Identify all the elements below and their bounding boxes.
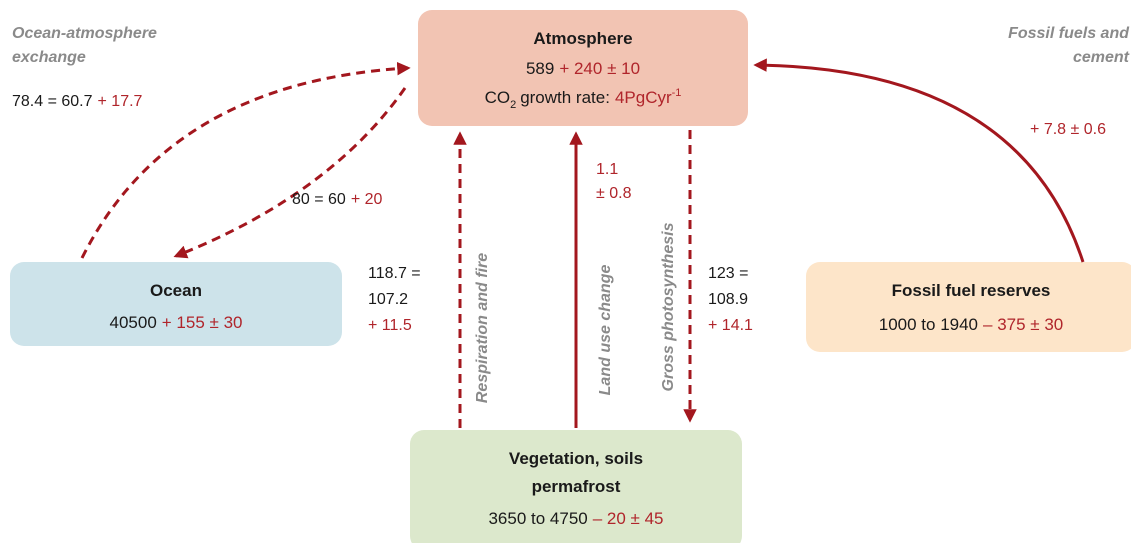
growth-rate: CO2 growth rate: 4PgCyr-1 [485, 87, 682, 111]
flow-label: cement [1073, 49, 1130, 66]
stock: 3650 to 4750 [488, 509, 587, 528]
flow-total: 107.2 [368, 291, 408, 308]
node-stock: 1000 to 1940 – 375 ± 30 [879, 315, 1064, 334]
change: + 155 ± 30 [162, 313, 243, 332]
flow-total: 118.7 = [368, 265, 421, 282]
subscript: 2 [510, 99, 516, 111]
flow-label: Respiration and fire [474, 253, 491, 403]
vegetation-box [410, 430, 742, 543]
node-title: Atmosphere [533, 29, 632, 48]
superscript: -1 [672, 87, 682, 99]
growth-value: 4PgCyr [615, 88, 672, 107]
total: 80 = 60 [292, 191, 346, 208]
flow-label: exchange [12, 49, 86, 66]
stock: 1000 to 1940 [879, 315, 978, 334]
change: + 20 [351, 191, 383, 208]
flow-change: 1.1 [596, 161, 618, 178]
flow-label: Ocean-atmosphere [12, 25, 157, 42]
total: 78.4 = 60.7 [12, 93, 93, 110]
flow-change: + 14.1 [708, 317, 753, 334]
node-stock: 3650 to 4750 – 20 ± 45 [488, 509, 663, 528]
flow-label: Land use change [597, 265, 614, 396]
change: – 375 ± 30 [983, 315, 1063, 334]
growth-text: growth rate: [520, 88, 610, 107]
flow-label: Gross photosynthesis [660, 222, 677, 391]
atmosphere-box [418, 10, 748, 126]
flow-label: Fossil fuels and [1008, 25, 1130, 42]
node-title: Fossil fuel reserves [892, 281, 1051, 300]
flow-total: 123 = [708, 265, 748, 282]
flow-value: 80 = 60 + 20 [292, 191, 383, 208]
node-title: Ocean [150, 281, 202, 300]
arrow-atmosphere-to-ocean [173, 87, 407, 259]
flow-value: 78.4 = 60.7 + 17.7 [12, 93, 143, 110]
change: + 17.7 [98, 93, 143, 110]
change: – 20 ± 45 [593, 509, 664, 528]
flow-total: 108.9 [708, 291, 748, 308]
node-stock: 589 + 240 ± 10 [526, 59, 640, 78]
flow-change: + 11.5 [368, 317, 412, 334]
flow-change: + 7.8 ± 0.6 [1030, 121, 1106, 138]
flow-change: ± 0.8 [596, 185, 632, 202]
change: + 240 ± 10 [559, 59, 640, 78]
node-title: permafrost [532, 477, 621, 496]
arrow-fossil [753, 58, 1085, 263]
node-stock: 40500 + 155 ± 30 [110, 313, 243, 332]
growth-label: CO [485, 88, 511, 107]
arrow-ocean-to-atmosphere [80, 61, 411, 259]
stock: 40500 [110, 313, 157, 332]
node-title: Vegetation, soils [509, 449, 643, 468]
ocean-box [10, 262, 342, 346]
stock: 589 [526, 59, 554, 78]
fossil-box [806, 262, 1131, 352]
